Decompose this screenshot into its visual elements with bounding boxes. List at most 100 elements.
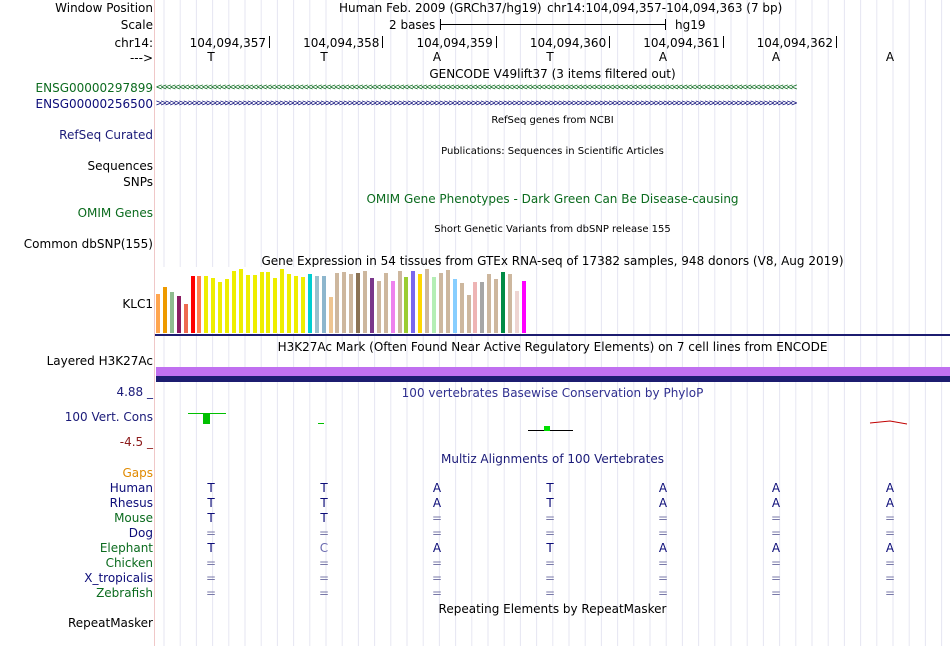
alignment-base: = — [770, 526, 782, 540]
coordinate-label: 104,094,358 — [303, 36, 380, 50]
gene-label-ensg00000256500[interactable]: ENSG00000256500 — [35, 97, 153, 111]
gtex-tissue-bar[interactable] — [177, 296, 181, 333]
gtex-tissue-bar[interactable] — [404, 277, 408, 333]
gtex-tissue-bar[interactable] — [370, 278, 374, 333]
cons-signal[interactable] — [155, 400, 950, 440]
repeatmasker-track-label[interactable]: RepeatMasker — [67, 616, 153, 630]
gtex-tissue-bar[interactable] — [349, 274, 353, 333]
gtex-tissue-bar[interactable] — [425, 269, 429, 333]
alignment-base: = — [657, 586, 669, 600]
species-label-zebrafish[interactable]: Zebrafish — [96, 586, 153, 600]
species-label-mouse[interactable]: Mouse — [114, 511, 153, 525]
sequences-track-label[interactable]: Sequences — [87, 159, 153, 173]
coordinate-label: 104,094,361 — [643, 36, 720, 50]
gtex-tissue-bar[interactable] — [487, 274, 491, 333]
gtex-tissue-bar[interactable] — [522, 281, 526, 333]
species-label-human[interactable]: Human — [109, 481, 153, 495]
gtex-tissue-bar[interactable] — [308, 274, 312, 333]
alignment-base: = — [544, 556, 556, 570]
gtex-tissue-bar[interactable] — [446, 270, 450, 333]
coordinate-tick — [609, 36, 611, 48]
gtex-tissue-bar[interactable] — [260, 272, 264, 333]
gtex-tissue-bar[interactable] — [473, 282, 477, 333]
gtex-tissue-bar[interactable] — [184, 304, 188, 333]
gtex-tissue-bar[interactable] — [301, 277, 305, 333]
alignment-base: = — [770, 586, 782, 600]
gtex-tissue-bar[interactable] — [246, 275, 250, 333]
alignment-base: = — [657, 526, 669, 540]
gtex-expression-chart[interactable] — [155, 267, 533, 333]
gtex-tissue-bar[interactable] — [501, 272, 505, 333]
gtex-tissue-bar[interactable] — [197, 276, 201, 333]
h3k27ac-track-label[interactable]: Layered H3K27Ac — [46, 354, 153, 368]
species-label-dog[interactable]: Dog — [128, 526, 153, 540]
gtex-tissue-bar[interactable] — [211, 278, 215, 333]
alignment-base: A — [885, 541, 895, 555]
species-label-elephant[interactable]: Elephant — [99, 541, 153, 555]
refseq-track-label[interactable]: RefSeq Curated — [59, 128, 153, 142]
gtex-tissue-bar[interactable] — [329, 297, 333, 333]
gtex-gene-label[interactable]: KLC1 — [122, 297, 153, 311]
gtex-tissue-bar[interactable] — [432, 277, 436, 333]
gtex-tissue-bar[interactable] — [460, 283, 464, 333]
gtex-tissue-bar[interactable] — [163, 287, 167, 333]
h3k27ac-signal-blue[interactable] — [156, 376, 950, 382]
gtex-tissue-bar[interactable] — [356, 273, 360, 333]
gtex-tissue-bar[interactable] — [315, 276, 319, 333]
gtex-tissue-bar[interactable] — [156, 294, 160, 333]
coordinate-tick — [836, 36, 837, 48]
gtex-tissue-bar[interactable] — [273, 278, 277, 333]
gtex-tissue-bar[interactable] — [384, 273, 388, 333]
gtex-tissue-bar[interactable] — [467, 295, 471, 333]
gtex-tissue-bar[interactable] — [453, 279, 457, 333]
gtex-tissue-bar[interactable] — [232, 271, 236, 333]
gtex-tissue-bar[interactable] — [377, 281, 381, 333]
species-label-rhesus[interactable]: Rhesus — [109, 496, 153, 510]
strand-label: ---> — [129, 51, 153, 65]
gene-label-ensg00000297899[interactable]: ENSG00000297899 — [35, 81, 153, 95]
gtex-tissue-bar[interactable] — [239, 269, 243, 333]
gtex-tissue-bar[interactable] — [439, 273, 443, 333]
cons-track-label[interactable]: 100 Vert. Cons — [64, 410, 153, 424]
gtex-tissue-bar[interactable] — [398, 271, 402, 333]
gene-feature-ensg00000297899[interactable]: <<<<<<<<<<<<<<<<<<<<<<<<<<<<<<<<<<<<<<<<… — [156, 82, 797, 93]
species-label-x_tropicalis[interactable]: X_tropicalis — [84, 571, 153, 585]
gtex-tissue-bar[interactable] — [280, 269, 284, 333]
alignment-base: = — [544, 526, 556, 540]
gtex-tissue-bar[interactable] — [294, 276, 298, 333]
h3k27ac-signal-purple[interactable] — [156, 367, 950, 376]
gene-feature-ensg00000256500[interactable]: >>>>>>>>>>>>>>>>>>>>>>>>>>>>>>>>>>>>>>>>… — [156, 98, 797, 109]
gtex-tissue-bar[interactable] — [342, 272, 346, 333]
label-divider — [154, 0, 155, 646]
gtex-tissue-bar[interactable] — [391, 281, 395, 333]
alignment-base: T — [320, 511, 328, 525]
gtex-tissue-bar[interactable] — [411, 271, 415, 333]
gtex-tissue-bar[interactable] — [515, 291, 519, 333]
gtex-tissue-bar[interactable] — [322, 276, 326, 333]
gtex-tissue-bar[interactable] — [170, 292, 174, 333]
gtex-tissue-bar[interactable] — [480, 282, 484, 333]
gtex-tissue-bar[interactable] — [335, 273, 339, 333]
gtex-tissue-bar[interactable] — [204, 276, 208, 333]
omim-track-label[interactable]: OMIM Genes — [77, 206, 153, 220]
scale-label: Scale — [120, 18, 153, 32]
db-name: hg19 — [675, 18, 706, 32]
gtex-tissue-bar[interactable] — [418, 274, 422, 333]
gtex-tissue-bar[interactable] — [191, 276, 195, 333]
gtex-tissue-bar[interactable] — [253, 275, 257, 333]
snps-track-label[interactable]: SNPs — [123, 175, 153, 189]
gtex-tissue-bar[interactable] — [218, 282, 222, 333]
dbsnp-track-label[interactable]: Common dbSNP(155) — [23, 237, 153, 251]
gtex-tissue-bar[interactable] — [363, 271, 367, 333]
gtex-tissue-bar[interactable] — [494, 279, 498, 333]
gtex-tissue-bar[interactable] — [225, 279, 229, 333]
alignment-base: = — [884, 526, 896, 540]
alignment-base: A — [432, 481, 442, 495]
species-label-chicken[interactable]: Chicken — [105, 556, 153, 570]
gtex-tissue-bar[interactable] — [266, 272, 270, 333]
refseq-track-title: RefSeq genes from NCBI — [491, 115, 614, 126]
gtex-tissue-bar[interactable] — [287, 274, 291, 333]
alignment-base: A — [658, 481, 668, 495]
gtex-tissue-bar[interactable] — [508, 274, 512, 333]
